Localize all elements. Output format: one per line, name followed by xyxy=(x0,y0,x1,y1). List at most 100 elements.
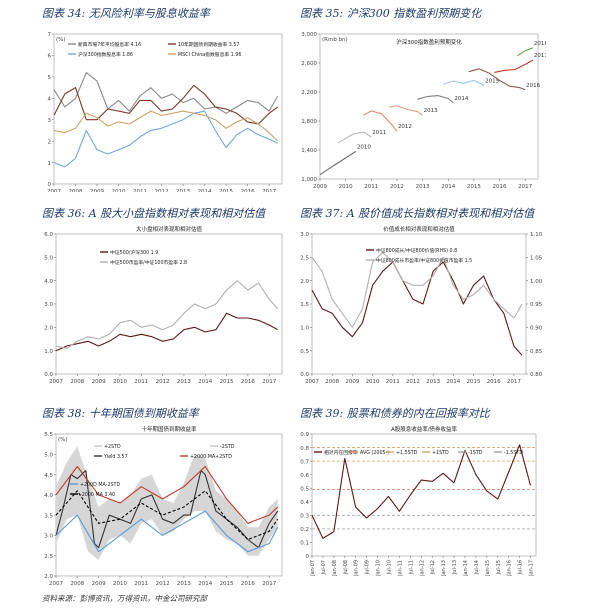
y-tick-label: 6.0 xyxy=(44,232,53,238)
y-tick-label: 1.0 xyxy=(44,349,53,355)
y-tick-label: 3.5 xyxy=(44,513,53,519)
x-tick-label: 2012 xyxy=(155,189,169,192)
y-tick-label: 2,600 xyxy=(301,61,317,67)
y-tick-label: 1,800 xyxy=(301,119,317,125)
chart-inner-title: 大小盘相对表现和相对估值 xyxy=(136,225,203,233)
x-tick-label: 2007 xyxy=(49,379,63,385)
series-label: 2016 xyxy=(526,83,540,89)
x-tick-label: Jan-08 xyxy=(332,560,338,577)
y-tick-label: 5.5 xyxy=(44,432,53,438)
x-tick-label: Jan-17 xyxy=(529,560,535,577)
y-tick-label: 0.2 xyxy=(300,527,309,533)
y-tick-label: 4 xyxy=(48,96,52,102)
y-tick-label: 3.0 xyxy=(300,232,309,238)
panel-title-36: 图表 36: A 股大小盘指数相对表现和相对估值 xyxy=(42,207,266,220)
y2-tick-label: 0.95 xyxy=(530,302,543,308)
y-tick-label: 2.5 xyxy=(44,554,53,560)
y2-tick-label: 1.05 xyxy=(530,256,543,262)
legend-label: 中证800成长市盈率/中证800价值市盈率 1.5 xyxy=(376,257,472,264)
x-tick-label: 2010 xyxy=(113,379,127,385)
legend-label: +1.5STD xyxy=(396,450,418,456)
x-tick-label: 2007 xyxy=(47,189,61,192)
series-line-2013 xyxy=(389,105,423,116)
y-tick-label: 0.5 xyxy=(300,486,309,492)
series-line--200D-MA-2STD xyxy=(55,510,279,553)
x-tick-label: 2016 xyxy=(493,184,507,190)
y-tick-label: 5 xyxy=(48,75,52,81)
panel-title-34: 图表 34: 无风险利率与股息收益率 xyxy=(42,7,210,20)
y-tick-label: 2.5 xyxy=(300,256,309,262)
legend-label: 沪深300指数股息率 1.86 xyxy=(78,51,133,58)
x-tick-label: 2015 xyxy=(220,581,234,587)
y-tick-label: 7 xyxy=(48,32,52,38)
y2-tick-label: 1.10 xyxy=(530,232,543,238)
x-tick-label: 2010 xyxy=(113,581,127,587)
x-tick-label: Jan-12 xyxy=(419,560,425,577)
x-tick-label: 2009 xyxy=(92,581,106,587)
x-tick-label: Jul-09 xyxy=(365,560,371,575)
series-line--2000-MA xyxy=(55,490,279,541)
series-line-2012 xyxy=(363,110,398,132)
y-tick-label: 2.0 xyxy=(44,574,53,580)
y-tick-label: 1,400 xyxy=(301,148,317,154)
chart-inner-title: A股股息收益率/债券收益率 xyxy=(391,425,458,433)
x-tick-label: Jan-15 xyxy=(485,560,491,577)
series-label: 2018 xyxy=(534,41,546,47)
series-label: 2013 xyxy=(424,108,438,114)
y-tick-label: 2.0 xyxy=(44,326,53,332)
series-line--2000-MA-2STD xyxy=(55,465,279,524)
x-tick-label: 2010 xyxy=(339,184,353,190)
x-tick-label: 2014 xyxy=(198,189,212,192)
series-line-- xyxy=(311,444,532,539)
x-tick-label: Jul-11 xyxy=(408,560,414,575)
x-tick-label: 2014 xyxy=(441,184,455,190)
y-tick-label: 1.0 xyxy=(300,326,309,332)
x-tick-label: Jul-14 xyxy=(474,560,480,575)
x-tick-label: Jan-11 xyxy=(397,560,403,577)
y-tick-label: 2 xyxy=(48,139,52,145)
y-tick-label: 4.5 xyxy=(44,473,53,479)
y-tick-label: 1,000 xyxy=(301,177,317,183)
panel-title-39: 图表 39: 股票和债券的内在回报率对比 xyxy=(300,407,490,420)
x-tick-label: 2011 xyxy=(134,581,148,587)
chart-inner-title: 价值成长相对表现和相对估值 xyxy=(383,225,455,233)
source-note: 资料来源：彭博资讯，万得资讯，中金公司研究部 xyxy=(42,594,207,603)
y-tick-label: 5.0 xyxy=(44,256,53,262)
series-line--500-300 xyxy=(55,312,278,352)
x-tick-label: 2015 xyxy=(467,184,481,190)
y-tick-label: 0 xyxy=(48,182,52,188)
x-tick-label: 2008 xyxy=(69,189,83,192)
x-tick-label: 2016 xyxy=(241,379,255,385)
x-tick-label: Jan-07 xyxy=(310,560,316,577)
legend-label: 10年期国债到期收益率 3.57 xyxy=(178,41,239,48)
y-tick-label: 2.0 xyxy=(300,279,309,285)
legend-label: AVG (2005-) xyxy=(360,450,389,456)
y-tick-label: 0.6 xyxy=(300,473,309,479)
series-line-2018 xyxy=(517,47,534,57)
x-tick-label: 2008 xyxy=(70,379,84,385)
legend-label: 新興市場7年平均股息率 4.16 xyxy=(78,41,141,48)
legend-label: 中证800成长/中证800价值(RHS) 0.8 xyxy=(376,247,457,254)
y-tick-label: 0.1 xyxy=(300,541,309,547)
x-tick-label: Jul-13 xyxy=(452,560,458,575)
series-line--800-800- xyxy=(311,252,523,328)
legend-label: +2STD xyxy=(104,444,121,450)
x-tick-label: 2009 xyxy=(313,184,327,190)
x-tick-label: Jan-09 xyxy=(354,560,360,577)
series-label: 2010 xyxy=(357,144,371,150)
y-tick-label: 0.8 xyxy=(300,446,309,452)
x-tick-label: 2015 xyxy=(467,379,481,385)
y-tick-label: 0.4 xyxy=(300,500,309,506)
x-tick-label: 2017 xyxy=(518,184,532,190)
y-axis-label: (Rmb bn) xyxy=(322,37,348,43)
y-tick-label: 3.0 xyxy=(44,302,53,308)
chart-37: 0.0 0.5 1.0 1.5 2.0 2.5 3.0 0.80 0.85 0.90 0.95 1.0… xyxy=(300,225,543,385)
legend-label: MSCI China指数股息率 1.96 xyxy=(178,51,241,58)
series-line-MSCI-China- xyxy=(53,110,279,142)
x-tick-label: 2017 xyxy=(507,379,521,385)
y-tick-label: 4.0 xyxy=(44,279,53,285)
series-label: 2012 xyxy=(398,124,412,130)
x-tick-label: Jul-07 xyxy=(321,560,327,575)
legend-label: Yield 3.57 xyxy=(103,454,128,460)
series-line-2014 xyxy=(417,95,454,104)
